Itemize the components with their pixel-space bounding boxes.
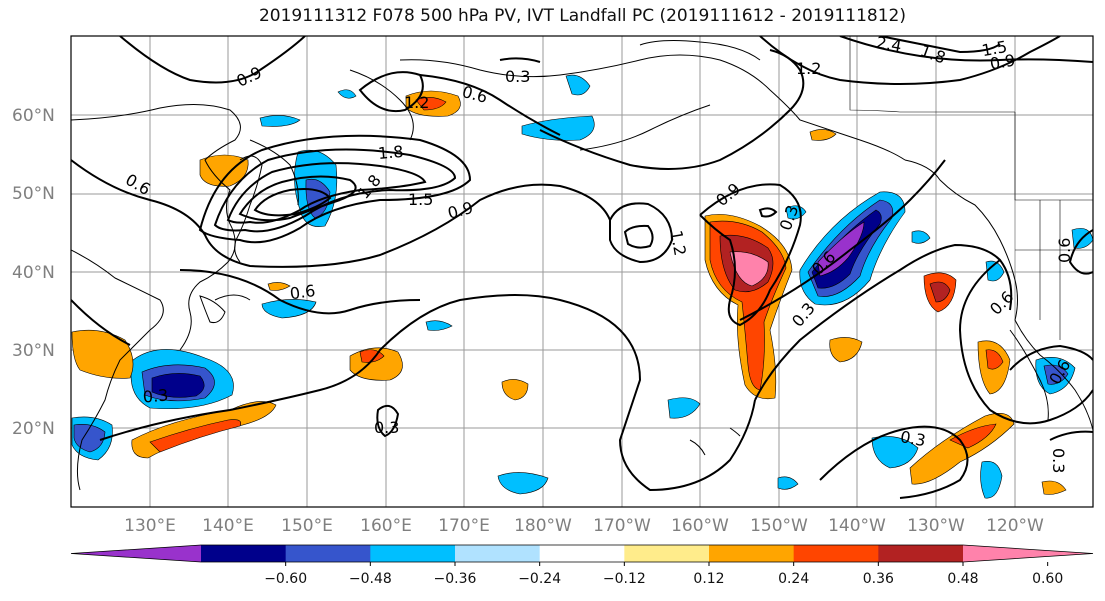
lat-label: 40°N [12,263,55,283]
pv-negative-region [521,115,595,141]
contour-label: 0.3 [1049,448,1068,473]
contour-label: 0.3 [899,427,927,450]
lon-label: 130°E [124,516,176,536]
pv-negative-region [565,74,591,96]
map-frame [70,35,1094,508]
colorbar-outline [70,544,1094,563]
longitude-labels: 130°E 140°E 150°E 160°E 170°E 180°W 170°… [124,516,1044,536]
pv-negative-region [985,260,1005,282]
colorbar-tick-label: −0.48 [349,571,392,587]
pv-positive-region [501,379,529,401]
colorbar-tick-label: 0.24 [778,571,809,587]
pv-positive-region [1041,480,1067,495]
contour-label: 0.3 [374,418,399,437]
pv-positive-region [415,97,447,111]
colorbar-segment [285,545,371,562]
pv-positive-region [149,419,242,453]
lon-label: 170°W [593,516,651,536]
pv-positive-region [929,281,951,303]
lon-label: 170°E [438,516,490,536]
contour-label: 0.9 [988,50,1016,73]
pv-negative-region [259,115,301,127]
map-area: 0.9 0.3 0.6 1.8 1.2 0.6 1.8 1.5 0.9 0.6 … [71,33,1093,507]
political-borders [849,36,1093,340]
contour-label: 1.2 [796,59,821,78]
pv-negative-region [497,472,549,495]
colorbar-segment [709,545,795,562]
contour-label: 1.2 [404,93,429,112]
colorbar-segment [201,545,287,562]
colorbar-segment [539,545,625,562]
contour-label: 1.2 [667,229,690,257]
pv-negative-region [777,476,799,490]
contour-label: 0.3 [142,385,169,406]
pv-positive-region [809,129,837,141]
pv-negative-region [911,230,931,244]
lat-label: 50°N [12,184,55,204]
map-title: 2019111312 F078 500 hPa PV, IVT Landfall… [258,6,906,26]
lon-label: 160°E [360,516,412,536]
pv-negative-region [1043,364,1069,385]
colorbar-segment [624,545,710,562]
pv-positive-region [829,337,863,363]
pv-negative-region [261,299,317,319]
lat-label: 60°N [12,106,55,126]
contour-label: 2.4 [875,33,903,56]
pv-negative-region [425,320,453,331]
lat-label: 30°N [12,341,55,361]
colorbar-tick-label: 0.48 [947,571,978,587]
lon-label: 140°E [202,516,254,536]
pv-contours [71,36,1093,499]
lon-label: 140°W [828,516,886,536]
colorbar-tick-label: 0.36 [863,571,894,587]
latitude-labels: 60°N 50°N 40°N 30°N 20°N [12,106,55,439]
contour-label: 1.5 [980,37,1008,60]
lon-label: 180°W [514,516,572,536]
colorbar-tick-label: −0.36 [434,571,477,587]
lon-label: 160°W [671,516,729,536]
colorbar: −0.60 −0.48 −0.36 −0.24 −0.12 0.12 0.24 0.36 0.4… [70,544,1094,587]
colorbar-tick-label: −0.12 [603,571,646,587]
lon-label: 130°W [907,516,965,536]
colorbar-tick-label: 0.60 [1032,571,1063,587]
pv-negative-region [980,461,1003,499]
lon-label: 120°W [986,516,1044,536]
contour-label: 1.8 [377,142,404,163]
colorbar-segment [793,545,879,562]
colorbar-segment [370,545,456,562]
pv-negative-region [817,221,865,277]
lat-label: 20°N [12,419,55,439]
colorbar-extend-low [71,545,201,562]
pv-positive-region [985,349,1004,370]
colorbar-extend-high [963,545,1093,562]
contour-label: 0.6 [1055,238,1074,263]
colorbar-tick-label: −0.60 [264,571,307,587]
lon-label: 150°W [750,516,808,536]
pv-negative-region [871,436,919,469]
contour-label: 0.3 [505,67,530,86]
contour-label: 1.5 [408,190,433,209]
colorbar-segment [455,545,541,562]
lon-label: 150°E [281,516,333,536]
gridlines [71,36,1093,507]
pv-negative-region [151,373,205,398]
pv-negative-region [337,89,357,99]
pv-negative-region [667,397,701,419]
colorbar-tick-label: −0.24 [518,571,561,587]
colorbar-tick-label: 0.12 [693,571,724,587]
colorbar-segment [878,545,964,562]
coastlines [71,40,1093,491]
contour-label: 0.6 [289,281,317,303]
pv-positive-region [267,282,291,291]
pv-positive-region [729,251,769,287]
